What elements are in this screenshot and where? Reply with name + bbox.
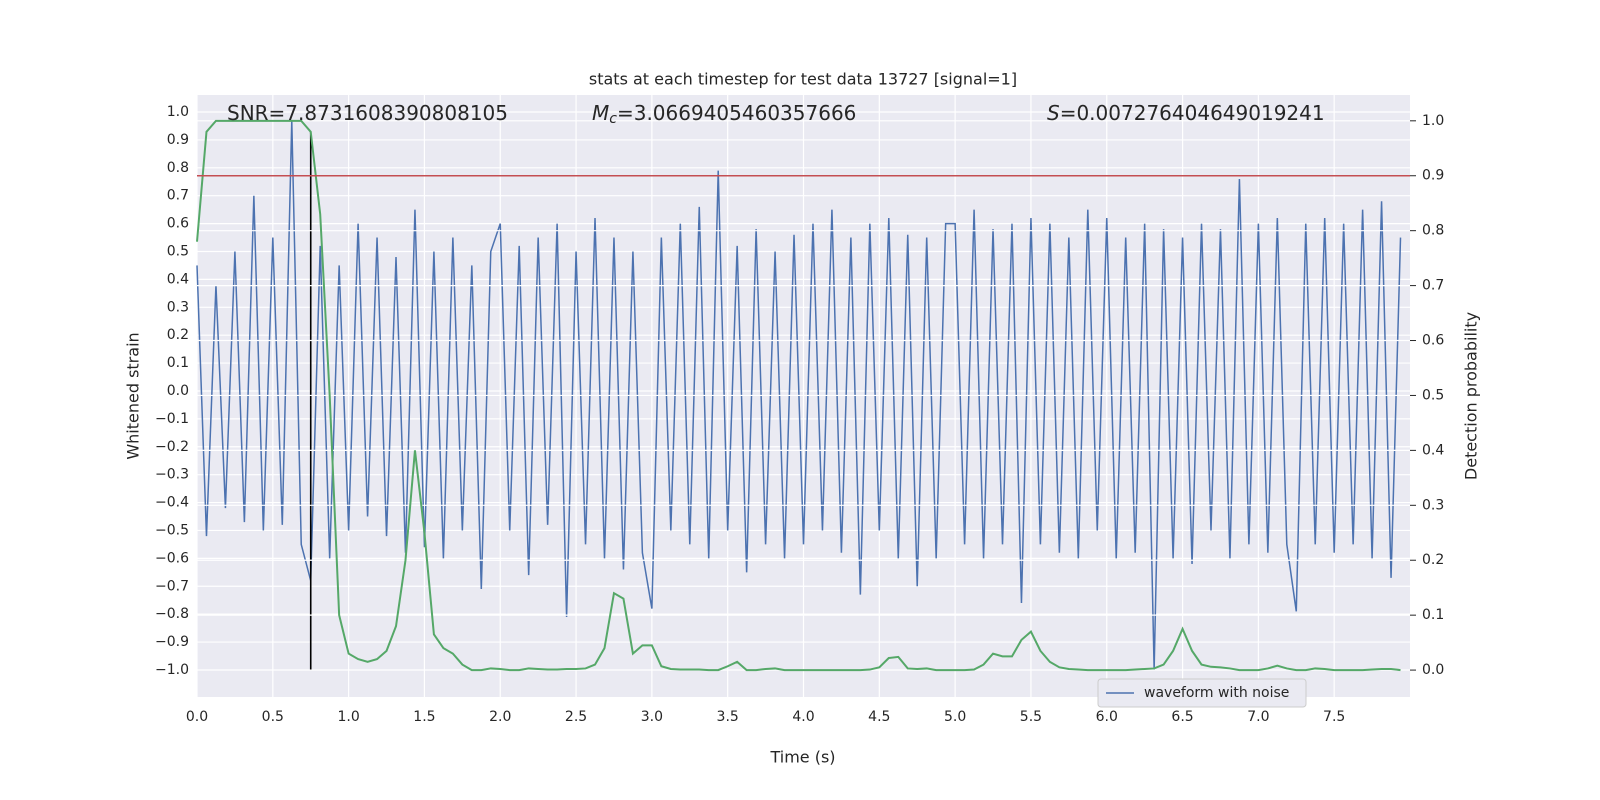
y-tick-label: −0.8 <box>155 606 189 622</box>
annotation-symbol: S <box>1047 101 1060 125</box>
x-tick-label: 2.5 <box>565 709 587 725</box>
x-tick-label: 1.5 <box>413 709 435 725</box>
y2-tick-label: 0.6 <box>1422 333 1444 349</box>
annotation-text: =0.007276404649019241 <box>1060 101 1325 125</box>
y-tick-label: 0.3 <box>167 299 189 315</box>
y2-tick-label: 0.9 <box>1422 168 1444 184</box>
annotation-symbol: M <box>592 101 609 125</box>
y-tick-label: 0.0 <box>167 383 189 399</box>
y-tick-label: 0.1 <box>167 355 189 371</box>
legend-label: waveform with noise <box>1144 685 1289 701</box>
x-tick-label: 3.5 <box>717 709 739 725</box>
x-tick-label: 7.5 <box>1323 709 1345 725</box>
y-tick-label: −0.4 <box>155 495 189 511</box>
x-tick-label: 5.0 <box>944 709 966 725</box>
y2-tick-label: 0.0 <box>1422 662 1444 678</box>
y2-tick-label: 0.5 <box>1422 387 1444 403</box>
y2-tick-label: 0.3 <box>1422 497 1444 513</box>
y-tick-label: −0.3 <box>155 467 189 483</box>
y-tick-label: −0.7 <box>155 578 189 594</box>
y2-axis-label: Detection probability <box>1462 312 1481 480</box>
x-tick-label: 0.0 <box>186 709 208 725</box>
y2-tick-label: 0.1 <box>1422 607 1444 623</box>
y-axis-label: Whitened strain <box>124 332 143 459</box>
x-tick-label: 3.0 <box>641 709 663 725</box>
y2-tick-label: 0.7 <box>1422 278 1444 294</box>
y-tick-label: 1.0 <box>167 104 189 120</box>
annotation-subscript: c <box>609 111 617 127</box>
y-tick-label: −0.5 <box>155 522 189 538</box>
y-tick-label: 0.8 <box>167 160 189 176</box>
x-tick-label: 5.5 <box>1020 709 1042 725</box>
x-tick-label: 2.0 <box>489 709 511 725</box>
y-tick-label: 0.6 <box>167 216 189 232</box>
annotation-text: SNR=7.8731608390808105 <box>227 101 508 125</box>
legend-box <box>1097 678 1307 708</box>
y-tick-label: −0.1 <box>155 411 189 427</box>
y2-tick-label: 0.4 <box>1422 442 1444 458</box>
annotation: S=0.007276404649019241 <box>1047 101 1325 125</box>
series-line <box>196 119 1401 672</box>
y-tick-label: −0.6 <box>155 550 189 566</box>
x-tick-label: 6.5 <box>1171 709 1193 725</box>
annotation: Mc=3.0669405460357666 <box>592 101 856 128</box>
annotation-text: =3.0669405460357666 <box>617 101 856 125</box>
chart-title: stats at each timestep for test data 137… <box>589 70 1017 89</box>
x-tick-label: 4.0 <box>792 709 814 725</box>
y-tick-label: 0.7 <box>167 188 189 204</box>
x-tick-label: 7.0 <box>1247 709 1269 725</box>
y2-tick-label: 1.0 <box>1422 113 1444 129</box>
y-tick-label: 0.4 <box>167 271 189 287</box>
y-tick-label: −0.2 <box>155 439 189 455</box>
y-tick-label: −0.9 <box>155 634 189 650</box>
x-axis-label: Time (s) <box>769 748 835 767</box>
y-tick-label: 0.5 <box>167 243 189 259</box>
x-tick-label: 4.5 <box>868 709 890 725</box>
x-tick-label: 0.5 <box>262 709 284 725</box>
x-tick-label: 6.0 <box>1096 709 1118 725</box>
y2-tick-label: 0.2 <box>1422 552 1444 568</box>
series-line <box>196 120 1402 670</box>
y-tick-label: 0.2 <box>167 327 189 343</box>
x-tick-label: 1.0 <box>337 709 359 725</box>
y-tick-label: 0.9 <box>167 132 189 148</box>
annotation: SNR=7.8731608390808105 <box>227 101 508 125</box>
y-tick-label: −1.0 <box>155 662 189 678</box>
y2-tick-label: 0.8 <box>1422 223 1444 239</box>
